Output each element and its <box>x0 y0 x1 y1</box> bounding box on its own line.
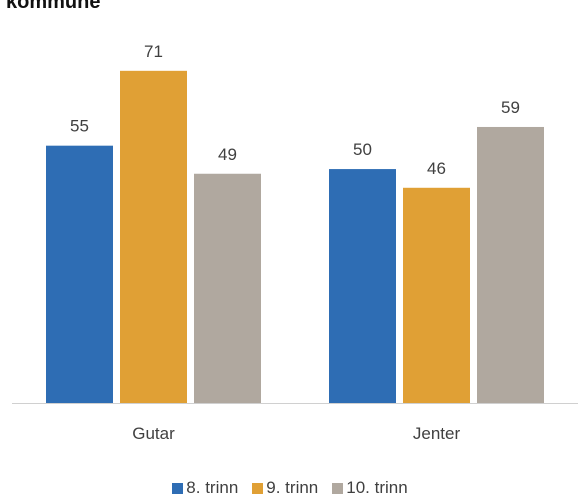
legend-item-10-trinn: 10. trinn <box>332 478 408 498</box>
legend-swatch-8-trinn <box>172 482 184 494</box>
legend-item-8-trinn: 8. trinn <box>172 478 238 498</box>
data-label-jenter-series-2: 46 <box>427 159 446 178</box>
bar-gutar-series-2 <box>120 70 187 404</box>
chart-legend: 8. trinn 9. trinn 10. trinn <box>0 478 580 498</box>
bar-gutar-series-3 <box>194 173 261 403</box>
legend-label-8-trinn: 8. trinn <box>186 478 239 497</box>
bar-jenter-series-1 <box>329 169 396 403</box>
data-label-gutar-series-2: 71 <box>144 42 163 61</box>
bar-jenter-series-3 <box>477 126 544 403</box>
data-label-jenter-series-3: 59 <box>501 98 520 117</box>
bar-chart: 55 71 49 Gutar 50 46 59 Jenter <box>12 42 578 443</box>
legend-item-9-trinn: 9. trinn <box>252 478 318 498</box>
data-label-gutar-series-3: 49 <box>218 145 237 164</box>
category-label-gutar: Gutar <box>132 424 175 443</box>
legend-label-9-trinn: 9. trinn <box>266 478 319 497</box>
legend-swatch-9-trinn <box>252 482 264 494</box>
data-label-gutar-series-1: 55 <box>70 117 89 136</box>
chart-title: kommune <box>6 0 101 13</box>
legend-swatch-10-trinn <box>332 482 344 494</box>
bar-gutar-series-1 <box>46 145 113 403</box>
legend-label-10-trinn: 10. trinn <box>346 478 408 497</box>
data-label-jenter-series-1: 50 <box>353 140 372 159</box>
category-label-jenter: Jenter <box>413 424 461 443</box>
bar-jenter-series-2 <box>403 187 470 403</box>
